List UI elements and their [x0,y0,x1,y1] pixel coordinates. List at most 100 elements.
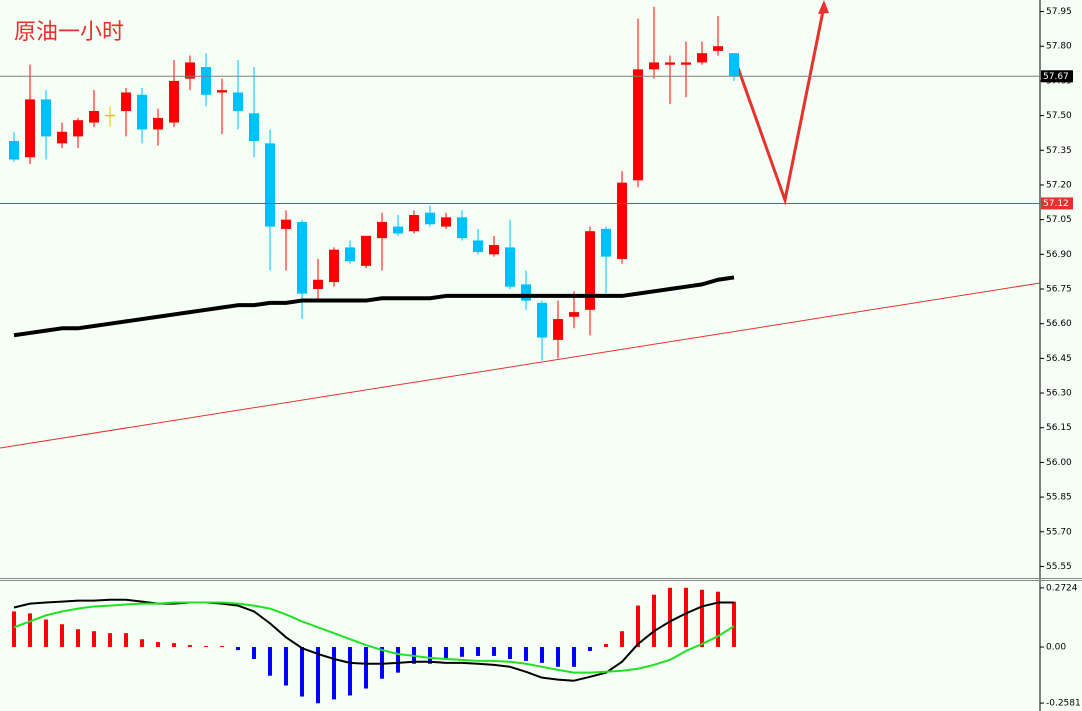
candle-body [553,319,563,340]
histogram-bar [220,645,224,648]
candle-body [121,92,131,111]
histogram-bar [28,613,32,648]
candle-body [217,90,227,93]
candle-body [649,62,659,70]
histogram-bar [204,645,208,648]
candle-body [617,182,627,259]
candle-body [713,46,723,51]
y-tick-label: 56.90 [1046,250,1072,260]
histogram-bar [108,633,112,648]
candle-body [361,235,371,266]
candle-body [169,80,179,123]
histogram-bar [396,647,400,673]
forecast-arrow [735,5,826,206]
histogram-bar [12,611,16,648]
candle-body [73,120,83,137]
histogram-bar [364,647,368,689]
candle-body [521,284,531,301]
y-tick-label: 56.00 [1046,458,1072,468]
candle-body [473,240,483,253]
candle-body [729,53,739,77]
candle-body [377,221,387,239]
price-label-box [1041,70,1073,83]
candle-body [249,113,259,142]
histogram-bar [556,647,560,667]
histogram-bar [492,647,496,656]
histogram-bar [44,619,48,648]
histogram-bar [668,587,672,648]
candle-body [153,117,163,130]
candle-body [409,215,419,232]
histogram-bar [172,643,176,648]
y-tick-label: 56.15 [1046,423,1072,433]
candle-body [281,219,291,229]
histogram-bar [476,647,480,656]
y-tick-label: 57.95 [1046,7,1072,17]
candle-body [441,217,451,227]
histogram-bar [716,591,720,648]
histogram-bar [252,647,256,659]
y-tick-label: 57.80 [1046,42,1072,52]
trend-line [0,282,1041,449]
candle-body [41,99,51,137]
signal-line [13,601,735,674]
y-tick-label: 55.70 [1046,527,1072,537]
histogram-bar [524,647,528,661]
candle-body [201,67,211,95]
macd-line [13,598,734,682]
candle-body [681,62,691,65]
y-tick-label: 57.50 [1046,111,1072,121]
histogram-bar [684,587,688,648]
histogram-bar [620,631,624,648]
moving-average [13,275,735,338]
histogram-bar [572,647,576,667]
candle-body [489,245,499,255]
candle-body [329,249,339,283]
candle-body [697,53,707,63]
candle-body [665,62,675,65]
candle-body [505,247,515,287]
histogram-bar [588,647,592,651]
candle-body [233,92,243,111]
candle-body [265,143,275,227]
histogram-bar [156,642,160,648]
candle-body [25,99,35,158]
y-tick-label: 56.75 [1046,285,1072,295]
histogram-bar [428,647,432,664]
histogram-bar [332,647,336,700]
histogram-bar [348,647,352,696]
candle-body [89,110,99,123]
histogram-bar [236,647,240,651]
candle-body [457,217,467,239]
candle-body [185,62,195,79]
candle-body [585,231,595,310]
candle-body [9,141,19,160]
candle-body [425,212,435,225]
y-tick-label: 56.45 [1046,354,1072,364]
candle-body [345,247,355,262]
histogram-bar [604,644,608,648]
y-tick-label: 56.60 [1046,319,1072,329]
y-tick-label: 57.35 [1046,146,1072,156]
y-tick-label: 55.55 [1046,562,1072,572]
y-tick-label: 56.30 [1046,389,1072,399]
histogram-bar [700,589,704,648]
histogram-bar [732,601,736,648]
price-label: 57.12 [1043,199,1069,209]
candle-body [297,221,307,294]
histogram-bar [284,647,288,686]
y-tick-label: 55.85 [1046,493,1072,503]
arrow-head [818,0,829,14]
histogram-bar [444,647,448,659]
candle-body [105,114,115,117]
candle-body [569,312,579,317]
candle-body [537,302,547,338]
histogram-bar [268,647,272,676]
price-label: 57.67 [1043,72,1069,82]
y-tick-label: 57.20 [1046,180,1072,190]
y-tick-label: 0.00 [1046,643,1066,653]
histogram-bar [124,633,128,648]
candle-body [393,226,403,234]
histogram-bar [460,647,464,657]
